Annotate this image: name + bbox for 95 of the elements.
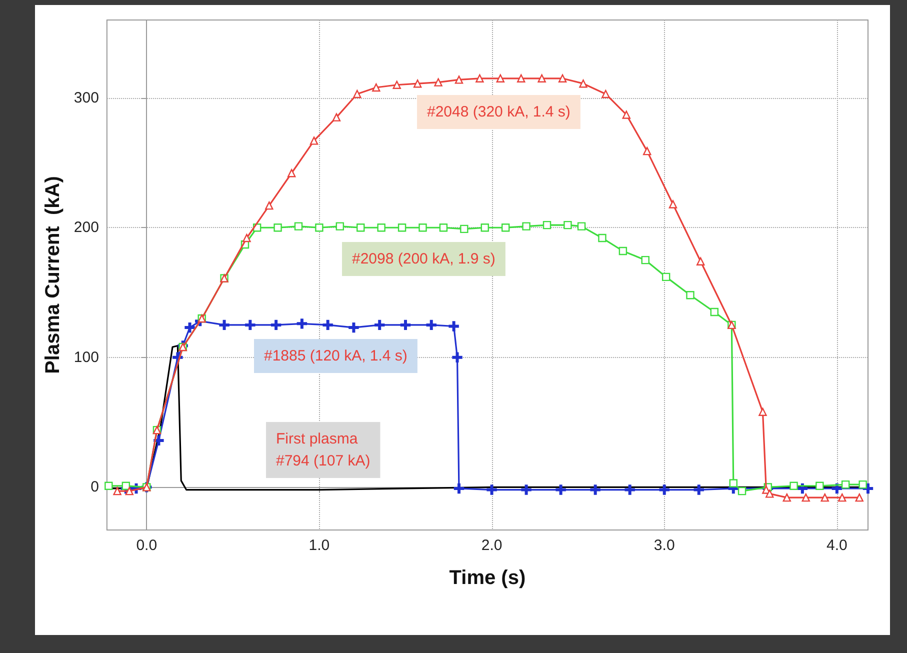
point xyxy=(855,493,864,502)
point xyxy=(242,234,251,242)
point xyxy=(556,484,566,495)
point xyxy=(643,146,652,156)
point xyxy=(310,136,318,145)
point xyxy=(125,486,134,496)
point xyxy=(710,308,719,316)
point xyxy=(802,493,810,502)
point xyxy=(622,110,630,119)
point xyxy=(758,408,767,416)
point xyxy=(738,486,746,496)
point xyxy=(577,222,586,230)
annotation: #2098 (200 kA, 1.9 s) xyxy=(352,250,496,268)
point xyxy=(662,272,670,282)
point xyxy=(624,484,635,495)
point xyxy=(538,74,546,82)
point xyxy=(265,201,274,210)
point xyxy=(426,320,436,330)
point xyxy=(274,224,282,232)
point xyxy=(245,320,256,330)
point xyxy=(641,256,650,264)
y-tick-label: 300 xyxy=(74,89,99,106)
point xyxy=(392,80,401,89)
point xyxy=(480,224,489,232)
point xyxy=(400,320,411,330)
point xyxy=(287,169,296,178)
point xyxy=(219,320,230,330)
point xyxy=(521,484,532,495)
x-tick-label: 1.0 xyxy=(308,537,330,554)
point xyxy=(766,490,774,498)
point xyxy=(104,482,113,490)
point xyxy=(820,493,829,502)
point xyxy=(517,74,526,82)
point xyxy=(377,224,386,232)
x-tick-label: 3.0 xyxy=(654,537,675,554)
point xyxy=(838,493,846,502)
x-axis-title: Time (s) xyxy=(449,567,526,589)
point xyxy=(270,320,282,330)
point xyxy=(294,222,303,230)
point xyxy=(460,224,468,234)
point xyxy=(452,352,462,363)
point xyxy=(336,222,344,230)
point xyxy=(729,479,738,488)
x-tick-label: 0.0 xyxy=(136,537,158,554)
point xyxy=(434,78,442,86)
point xyxy=(372,83,380,92)
point xyxy=(782,493,791,502)
y-axis-title: Plasma Current (kA) xyxy=(42,176,64,374)
point xyxy=(542,220,552,230)
y-tick-label: 200 xyxy=(74,219,99,236)
point xyxy=(315,224,324,232)
point xyxy=(374,320,385,330)
point xyxy=(816,482,824,490)
point xyxy=(790,482,798,490)
point xyxy=(668,200,678,208)
point xyxy=(590,484,600,495)
point xyxy=(858,480,867,489)
point xyxy=(694,484,704,495)
point xyxy=(696,257,705,266)
point xyxy=(113,486,122,496)
point xyxy=(454,76,464,84)
point xyxy=(486,484,497,495)
point xyxy=(332,113,341,122)
point xyxy=(558,74,567,82)
point xyxy=(348,322,359,333)
point xyxy=(413,79,422,88)
point xyxy=(418,224,427,232)
point xyxy=(398,224,406,232)
point xyxy=(353,90,362,98)
x-tick-label: 4.0 xyxy=(826,537,848,554)
point xyxy=(296,318,308,329)
point xyxy=(841,480,850,489)
x-tick-label: 2.0 xyxy=(481,537,502,554)
point xyxy=(454,483,464,494)
annotation: First plasma #794 (107 kA) xyxy=(276,430,370,470)
point xyxy=(356,224,365,232)
point xyxy=(564,220,572,230)
point xyxy=(579,79,588,88)
annotation: #1885 (120 kA, 1.4 s) xyxy=(264,348,408,364)
point xyxy=(476,74,484,82)
point xyxy=(618,246,628,256)
point xyxy=(501,224,510,232)
point xyxy=(448,321,459,332)
annotation: #2048 (320 kA, 1.4 s) xyxy=(427,104,570,120)
point xyxy=(686,291,694,300)
point xyxy=(522,222,530,230)
y-tick-label: 0 xyxy=(90,478,99,496)
point xyxy=(439,224,448,232)
point xyxy=(184,322,195,333)
point xyxy=(496,74,505,82)
point xyxy=(322,320,333,330)
point xyxy=(659,484,670,495)
point xyxy=(598,234,606,242)
y-tick-label: 100 xyxy=(74,348,99,366)
point xyxy=(602,90,610,98)
